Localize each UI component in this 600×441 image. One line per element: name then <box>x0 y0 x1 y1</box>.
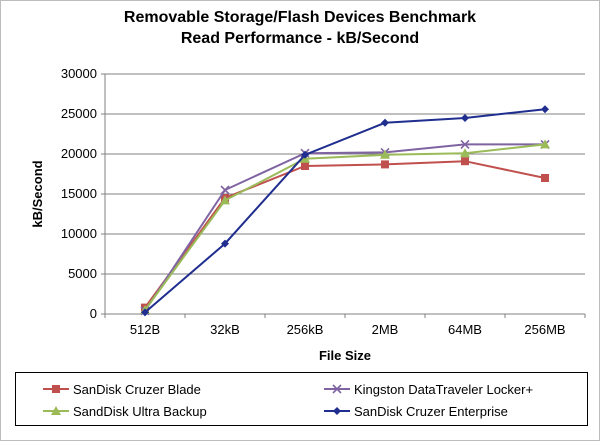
y-tick-label: 0 <box>90 306 97 321</box>
line-chart: 0 5000 10000 15000 20000 25000 30000 512B 32kB 25… <box>30 66 586 363</box>
chart-legend: SanDisk Cruzer Blade Kingston DataTravele… <box>15 372 588 426</box>
data-point <box>381 160 389 169</box>
x-tick-label: 32kB <box>210 322 240 337</box>
y-tick-label: 30000 <box>61 66 97 81</box>
series-line <box>144 143 546 311</box>
x-tick-label: 64MB <box>448 322 482 337</box>
data-point <box>540 139 550 149</box>
data-point <box>460 139 470 149</box>
legend-swatch <box>43 385 69 393</box>
legend-swatch-marker <box>52 385 60 393</box>
data-point <box>541 105 549 114</box>
data-point <box>460 148 470 158</box>
legend-item: SandDisk Ultra Backup <box>43 402 207 420</box>
legend-swatch-marker <box>51 406 61 415</box>
legend-label: Kingston DataTraveler Locker+ <box>354 381 534 397</box>
y-axis-title: kB/Second <box>30 160 45 227</box>
legend-swatch-marker <box>333 407 341 415</box>
y-tick-label: 10000 <box>61 226 97 241</box>
series-4 <box>141 105 549 317</box>
legend-label: SanDisk Cruzer Blade <box>73 381 201 397</box>
data-point <box>461 157 469 166</box>
y-tick-label: 25000 <box>61 106 97 121</box>
data-point <box>301 162 309 170</box>
data-point <box>301 150 309 159</box>
legend-item: SanDisk Cruzer Enterprise <box>324 402 508 420</box>
legend-swatch <box>324 384 350 394</box>
data-point <box>461 114 469 122</box>
data-point <box>221 239 229 248</box>
data-point <box>541 174 549 182</box>
data-point <box>220 195 230 205</box>
y-tick-label: 20000 <box>61 146 97 161</box>
legend-label: SandDisk Ultra Backup <box>73 403 207 419</box>
legend-swatch <box>324 407 350 415</box>
x-tick-label: 2MB <box>372 322 399 337</box>
x-tick-label: 256kB <box>287 322 324 337</box>
chart-subtitle: Read Performance - kB/Second <box>180 30 420 47</box>
legend-swatch-marker <box>332 384 342 394</box>
y-tick-label: 5000 <box>68 266 97 281</box>
legend-item: Kingston DataTraveler Locker+ <box>324 380 533 398</box>
x-axis-title: File Size <box>319 348 371 363</box>
legend-label: SanDisk Cruzer Enterprise <box>354 403 508 419</box>
y-tick-label: 15000 <box>61 186 97 201</box>
data-point <box>220 185 230 195</box>
series-line <box>144 160 546 309</box>
legend-item: SanDisk Cruzer Blade <box>43 380 201 398</box>
legend-swatch <box>43 406 69 415</box>
data-point <box>381 118 389 127</box>
chart-title: Removable Storage/Flash Devices Benchmar… <box>123 9 477 26</box>
series-line <box>144 143 545 312</box>
data-point <box>141 308 149 317</box>
x-tick-label: 512B <box>130 322 160 337</box>
data-point <box>380 149 390 159</box>
x-tick-label: 256MB <box>524 322 565 337</box>
series-line <box>144 108 546 314</box>
